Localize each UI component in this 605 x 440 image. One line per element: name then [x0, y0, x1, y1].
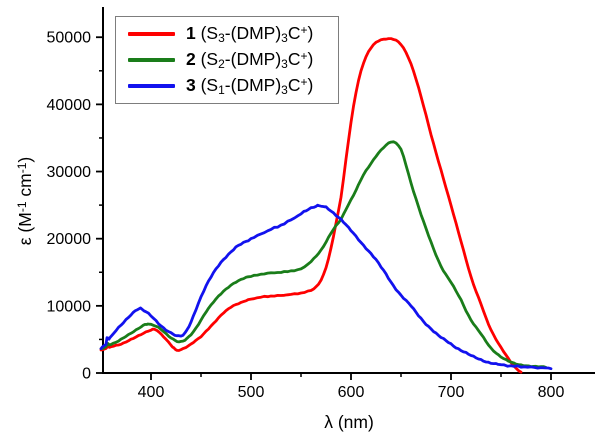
x-axis-label: λ (nm) — [324, 412, 374, 432]
y-tick-label: 30000 — [47, 164, 92, 181]
x-tick-label: 800 — [538, 384, 565, 401]
legend-item-3: 3 (S1-(DMP)3C+) — [128, 76, 330, 96]
legend-item-2: 2 (S2-(DMP)3C+) — [128, 50, 330, 70]
legend-label-3: 3 (S1-(DMP)3C+) — [186, 75, 314, 97]
legend: 1 (S3-(DMP)3C+) 2 (S2-(DMP)3C+) 3 (S1-(D… — [115, 16, 339, 104]
y-tick-label: 50000 — [47, 30, 92, 47]
y-axis-label: ε (M-1 cm-1) — [15, 156, 35, 246]
legend-line-sample-blue — [128, 84, 175, 88]
x-tick-label: 600 — [338, 384, 365, 401]
y-tick-label: 40000 — [47, 97, 92, 114]
y-tick-label: 20000 — [47, 231, 92, 248]
y-tick-label: 10000 — [47, 298, 92, 315]
series-line-2 — [99, 140, 548, 369]
legend-line-sample-red — [128, 32, 175, 36]
legend-label-2: 2 (S2-(DMP)3C+) — [186, 49, 314, 71]
legend-label-1: 1 (S3-(DMP)3C+) — [186, 23, 314, 45]
x-tick-label: 400 — [138, 384, 165, 401]
legend-item-1: 1 (S3-(DMP)3C+) — [128, 24, 330, 44]
series-line-1 — [99, 37, 523, 374]
y-tick-label: 0 — [82, 366, 91, 383]
x-tick-label: 500 — [238, 384, 265, 401]
series-line-3 — [99, 203, 553, 371]
x-tick-label: 700 — [438, 384, 465, 401]
legend-line-sample-green — [128, 58, 175, 62]
